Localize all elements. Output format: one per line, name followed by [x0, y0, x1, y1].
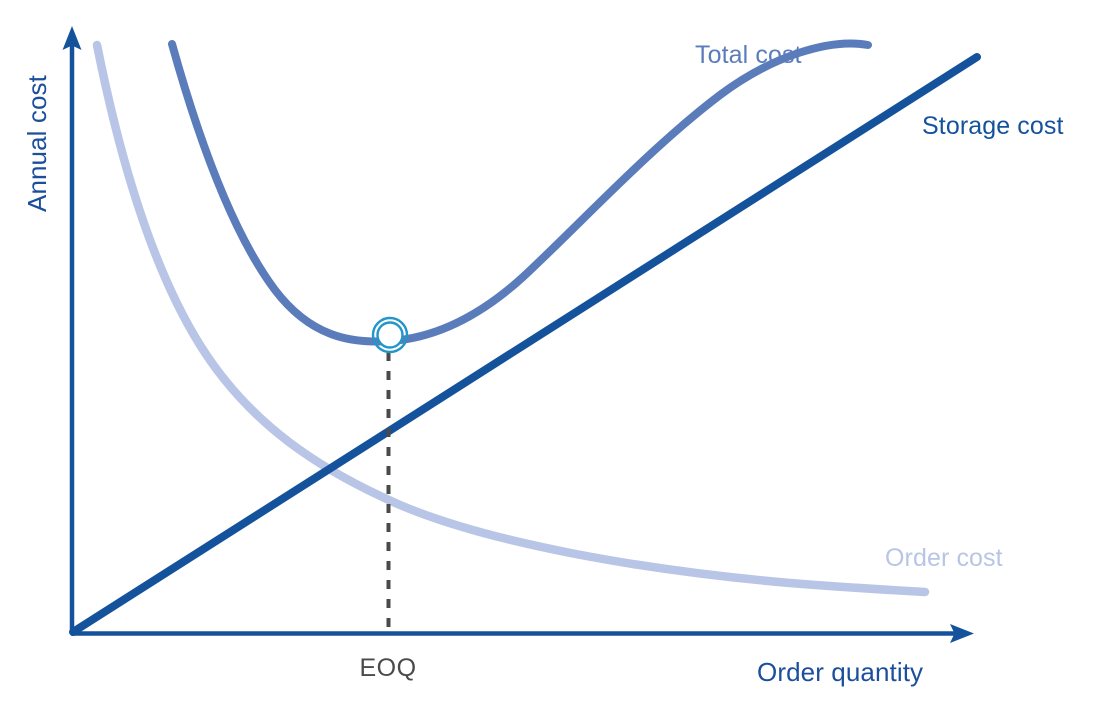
total-cost-curve: [168, 39, 872, 346]
y-axis-title: Annual cost: [22, 74, 52, 212]
eoq-marker-icon: [371, 316, 409, 354]
series-label-storage-cost: Storage cost: [922, 112, 1064, 140]
series-label-total-cost: Total cost: [695, 41, 802, 69]
axes-group: [62, 26, 974, 643]
series-label-order-cost: Order cost: [885, 544, 1003, 572]
eoq-tick-label: EOQ: [359, 654, 416, 682]
y-axis-arrow-icon: [62, 26, 82, 50]
order-cost-curve: [92, 40, 930, 597]
x-axis-title: Order quantity: [757, 657, 923, 687]
x-axis-arrow-icon: [950, 624, 974, 643]
storage-cost-line: [69, 53, 981, 636]
